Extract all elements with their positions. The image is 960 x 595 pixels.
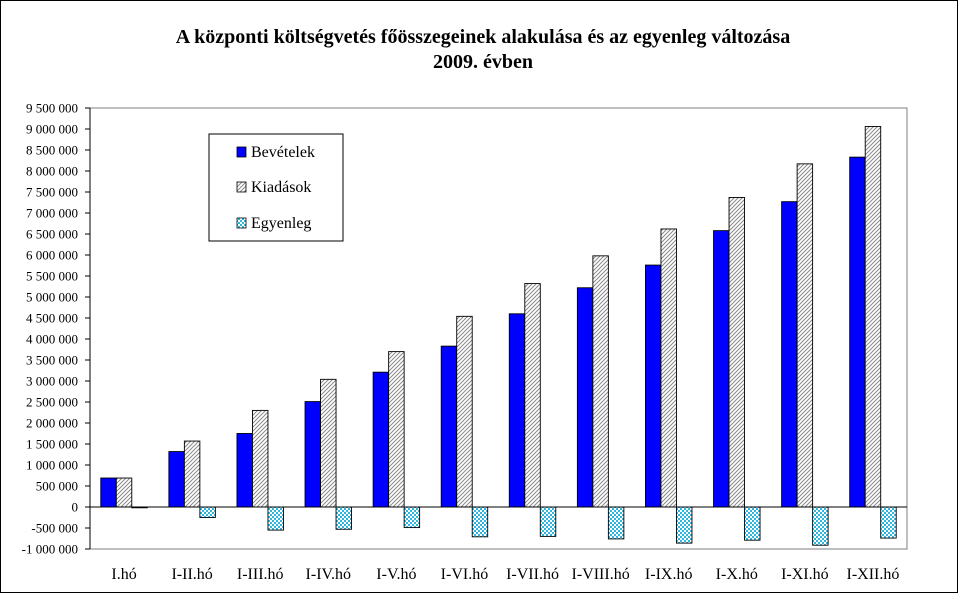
y-tick-label: 4 500 000 [26, 311, 78, 326]
bar-egyenleg [880, 506, 897, 539]
bar-bevetelek [168, 451, 185, 508]
chart-title-line-2: 2009. évben [433, 51, 533, 73]
x-category-label: I-XI.hó [781, 566, 829, 583]
y-tick-label: 5 000 000 [26, 290, 78, 305]
bar-bevetelek [304, 401, 321, 508]
x-category-label: I-X.hó [716, 566, 758, 583]
y-tick-label: 6 000 000 [26, 248, 78, 263]
bar-bevetelek [781, 201, 798, 508]
y-tick-label: 7 500 000 [26, 185, 78, 200]
y-axis: 9 500 000 9 000 000 8 500 000 8 000 000 7 50… [22, 101, 91, 557]
bar-bevetelek [713, 230, 730, 508]
x-category-label: I-VI.hó [441, 566, 489, 583]
bar-egyenleg [199, 506, 216, 518]
y-tick-label: 9 000 000 [26, 122, 78, 137]
y-tick-label: 8 500 000 [26, 143, 78, 158]
x-category-label: I-II.hó [171, 566, 212, 583]
bar-bevetelek [100, 477, 117, 508]
y-tick-label: 7 000 000 [26, 206, 78, 221]
y-tick-label: 4 000 000 [26, 332, 78, 347]
x-category-label: I-V.hó [376, 566, 416, 583]
y-tick-label: 0 [72, 500, 79, 515]
bar-bevetelek [440, 345, 458, 508]
x-category-label: I.hó [111, 566, 136, 583]
legend-label-bevetelek: Bevételek [251, 144, 315, 161]
y-tick-label: 3 500 000 [26, 353, 78, 368]
bar-bevetelek [372, 371, 390, 508]
legend-label-egyenleg: Egyenleg [251, 215, 311, 232]
x-category-label: I-IV.hó [306, 566, 351, 583]
bar-bevetelek [508, 313, 526, 508]
y-tick-label: 3 000 000 [26, 374, 78, 389]
y-tick-label: 2 500 000 [26, 395, 78, 410]
y-tick-label: 1 000 000 [26, 458, 78, 473]
y-tick-label: 2 000 000 [26, 416, 78, 431]
bar-kiadasok [388, 351, 405, 508]
chart-title-line-1: A központi költségvetés főösszegeinek al… [176, 26, 790, 48]
y-tick-label: 9 500 000 [26, 101, 78, 116]
bar-egyenleg [812, 506, 829, 546]
bar-kiadasok [456, 315, 473, 508]
legend-swatch-egyenleg [236, 217, 247, 229]
bar-egyenleg [403, 506, 421, 529]
bar-kiadasok [592, 255, 609, 508]
legend-box [208, 133, 344, 242]
bar-egyenleg [676, 506, 693, 544]
legend-swatch-kiadasok [236, 181, 247, 193]
bar-egyenleg [471, 506, 489, 538]
bar-kiadasok [728, 197, 745, 508]
x-category-label: I-III.hó [237, 566, 284, 583]
bar-egyenleg [744, 506, 761, 541]
legend: Bevételek Kiadások Egyenleg [208, 133, 344, 242]
bar-kiadasok [660, 228, 677, 508]
bar-bevetelek [645, 264, 662, 508]
y-tick-label: 5 500 000 [26, 269, 78, 284]
bar-kiadasok [864, 126, 882, 508]
x-category-label: I-IX.hó [645, 566, 693, 583]
x-category-label: I-VII.hó [506, 566, 559, 583]
bar-kiadasok [183, 440, 201, 508]
bar-bevetelek [849, 156, 866, 508]
y-tick-label: 500 000 [36, 479, 78, 494]
y-tick-label: 1 500 000 [26, 437, 78, 452]
y-tick-label: 8 000 000 [26, 164, 78, 179]
bar-egyenleg [335, 506, 352, 530]
x-axis: I.hó I-II.hó I-III.hó I-IV.hó I-V.hó I-VI.hó I… [90, 506, 907, 583]
bar-kiadasok [796, 163, 814, 508]
y-tick-label: -1 000 000 [22, 542, 78, 557]
bar-egyenleg [267, 506, 284, 531]
bar-egyenleg [539, 506, 557, 537]
bar-kiadasok [320, 378, 337, 508]
legend-label-kiadasok: Kiadások [251, 179, 311, 196]
x-category-label: I-VIII.hó [572, 566, 630, 583]
bar-kiadasok [115, 477, 133, 508]
y-tick-label: -500 000 [31, 521, 78, 536]
y-tick-label: 6 500 000 [26, 227, 78, 242]
legend-swatch-bevetelek [236, 146, 247, 158]
bars-group [100, 126, 897, 546]
bar-kiadasok [252, 409, 269, 508]
bar-kiadasok [524, 283, 541, 508]
bar-egyenleg [607, 506, 625, 540]
x-category-label: I-XII.hó [847, 566, 900, 583]
bar-bevetelek [576, 287, 594, 508]
bar-bevetelek [236, 433, 253, 508]
